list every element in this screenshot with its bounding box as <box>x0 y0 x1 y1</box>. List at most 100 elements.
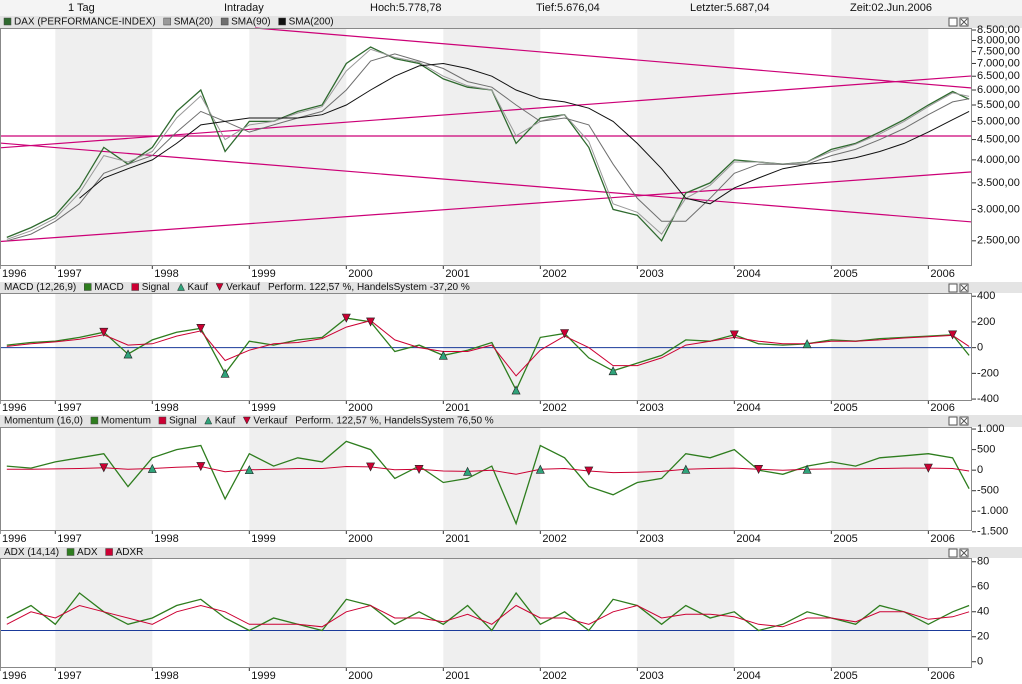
y-tick-label: 8.500,00 <box>977 24 1020 36</box>
series-line <box>6 48 970 240</box>
year-band <box>637 427 735 531</box>
x-tick-label: 2006 <box>930 268 954 280</box>
legend-label: ADX <box>77 547 98 558</box>
y-tick-label: 6.500,00 <box>977 70 1020 82</box>
x-tick-label: 1999 <box>251 670 275 682</box>
y-tick-label: -500 <box>977 485 999 497</box>
x-tick-label: 1996 <box>2 268 26 280</box>
plot-frame <box>0 28 972 266</box>
x-tick-label: 2006 <box>930 402 954 414</box>
y-tick-label: 1.000 <box>977 423 1005 435</box>
x-tick-label: 2006 <box>930 670 954 682</box>
period: 1 Tag <box>68 2 95 14</box>
x-tick-label: 1996 <box>2 402 26 414</box>
y-tick-label: 3.500,00 <box>977 177 1020 189</box>
sell-marker <box>414 465 424 475</box>
x-tick-label: 2002 <box>542 402 566 414</box>
y-tick-label: 500 <box>977 444 995 456</box>
buy-marker <box>463 466 473 476</box>
buy-marker <box>608 366 618 376</box>
x-tick-label: 1997 <box>57 670 81 682</box>
legend-swatch <box>220 17 229 26</box>
x-tick-label: 2002 <box>542 268 566 280</box>
x-tick-label: 1999 <box>251 533 275 545</box>
x-tick-label: 2002 <box>542 670 566 682</box>
year-band <box>831 427 929 531</box>
sell-marker <box>196 462 206 472</box>
sell-marker <box>729 330 739 340</box>
year-band <box>831 558 929 668</box>
year-band <box>55 293 153 401</box>
x-tick-label: 2003 <box>639 268 663 280</box>
window-button <box>948 17 958 27</box>
x-tick-label: 2001 <box>445 670 469 682</box>
legend-swatch <box>242 416 251 425</box>
x-tick-label: 2004 <box>736 268 760 280</box>
series-line <box>79 62 970 205</box>
high: Hoch:5.778,78 <box>370 2 442 14</box>
y-tick-label: 5.000,00 <box>977 115 1020 127</box>
legend-bar <box>0 282 1022 293</box>
y-tick-label: 5.500,00 <box>977 99 1020 111</box>
last: Letzter:5.687,04 <box>690 2 770 14</box>
sell-marker <box>196 324 206 334</box>
y-tick-label: -200 <box>977 367 999 379</box>
year-band <box>249 28 347 266</box>
year-band <box>55 558 153 668</box>
y-tick-label: 40 <box>977 606 989 618</box>
buy-marker <box>681 464 691 474</box>
y-tick-label: 7.000,00 <box>977 57 1020 69</box>
sell-marker <box>341 313 351 323</box>
year-band <box>443 293 541 401</box>
x-tick-label: 2002 <box>542 533 566 545</box>
x-tick-label: 1997 <box>57 268 81 280</box>
panel: Momentum (16,0) Momentum Signal Kauf Verkauf… <box>0 415 1022 545</box>
y-tick-label: 400 <box>977 290 995 302</box>
annotation: Perform. 122,57 %, HandelsSystem 76,50 % <box>295 416 494 427</box>
legend-swatch <box>158 416 167 425</box>
legend-swatch <box>204 416 213 425</box>
year-band <box>637 293 735 401</box>
y-tick-label: 4.500,00 <box>977 133 1020 145</box>
x-tick-label: 1999 <box>251 268 275 280</box>
series-line <box>6 465 970 475</box>
x-tick-label: 2004 <box>736 402 760 414</box>
x-tick-label: 2001 <box>445 402 469 414</box>
x-tick-label: 2005 <box>833 268 857 280</box>
year-band <box>443 427 541 531</box>
series-line <box>6 53 970 242</box>
legend-bar <box>0 415 1022 427</box>
y-tick-label: 0 <box>977 464 983 476</box>
y-tick-label: 0 <box>977 342 983 354</box>
buy-marker <box>220 368 230 378</box>
legend-label: Signal <box>169 416 197 427</box>
x-tick-label: 1996 <box>2 670 26 682</box>
sell-marker <box>923 463 933 473</box>
x-tick-label: 2003 <box>639 402 663 414</box>
y-tick-label: 7.500,00 <box>977 45 1020 57</box>
plot-frame <box>0 558 972 668</box>
legend-swatch <box>215 283 224 292</box>
sell-marker <box>99 463 109 473</box>
legend-bar <box>0 547 1022 558</box>
plot-frame <box>0 293 972 401</box>
legend-label: DAX (PERFORMANCE-INDEX) <box>14 17 156 28</box>
buy-marker <box>802 464 812 474</box>
window-button <box>960 417 968 425</box>
legend-swatch <box>278 17 286 26</box>
legend-swatch <box>3 17 12 26</box>
series-line <box>6 604 970 628</box>
window-button <box>960 18 968 26</box>
window-button <box>948 548 958 558</box>
buy-marker <box>147 463 157 473</box>
y-tick-label: 80 <box>977 556 989 568</box>
year-band <box>249 558 347 668</box>
series-line <box>6 591 970 632</box>
legend-bar <box>0 16 1022 28</box>
x-tick-label: 2005 <box>833 533 857 545</box>
buy-marker <box>802 339 812 349</box>
legend-swatch <box>90 416 99 425</box>
legend-label: Signal <box>142 282 170 293</box>
panel-title: Momentum (16,0) <box>4 416 83 427</box>
